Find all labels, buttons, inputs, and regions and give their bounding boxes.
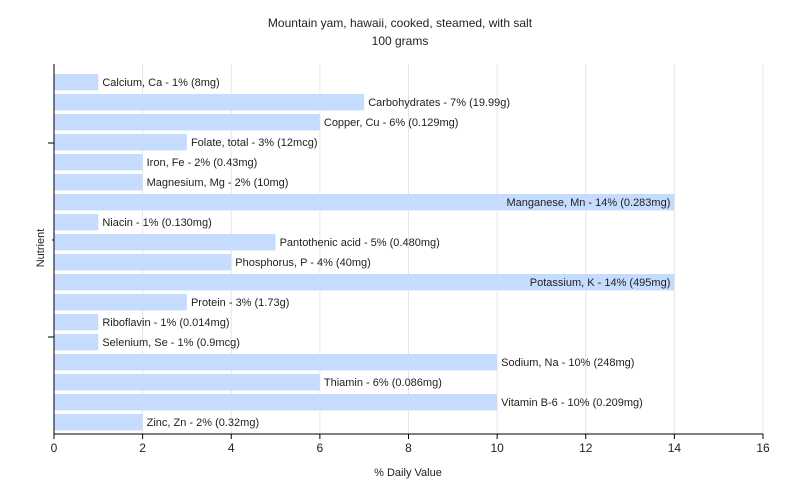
chart-title: Mountain yam, hawaii, cooked, steamed, w… <box>268 16 533 30</box>
bars: Calcium, Ca - 1% (8mg) Carbohydrates - 7%… <box>54 74 675 431</box>
x-tick-label: 12 <box>579 441 593 455</box>
bar-label: Vitamin B-6 - 10% (0.209mg) <box>501 397 643 409</box>
bar-label: Folate, total - 3% (12mcg) <box>191 137 318 149</box>
bar-label: Iron, Fe - 2% (0.43mg) <box>147 157 258 169</box>
bar-label: Sodium, Na - 10% (248mg) <box>501 357 634 369</box>
bar <box>54 374 320 391</box>
x-tick-label: 8 <box>405 441 412 455</box>
bar <box>54 274 675 291</box>
bar-label: Niacin - 1% (0.130mg) <box>102 217 211 229</box>
x-tick-label: 6 <box>317 441 324 455</box>
bar <box>54 414 143 431</box>
bar <box>54 294 187 311</box>
bar <box>54 394 498 411</box>
bar <box>54 254 232 271</box>
bar-label: Pantothenic acid - 5% (0.480mg) <box>280 237 440 249</box>
bar-label: Phosphorus, P - 4% (40mg) <box>235 257 371 269</box>
bar <box>54 334 99 351</box>
bar <box>54 74 99 91</box>
chart-subtitle: 100 grams <box>372 34 429 48</box>
bar <box>54 354 498 371</box>
bar-label: Selenium, Se - 1% (0.9mcg) <box>102 337 240 349</box>
bar <box>54 154 143 171</box>
y-axis-label: Nutrient <box>35 229 47 268</box>
x-tick-label: 10 <box>490 441 504 455</box>
x-tick-label: 14 <box>668 441 682 455</box>
bar <box>54 114 320 131</box>
bar-label: Riboflavin - 1% (0.014mg) <box>102 317 229 329</box>
axes: 0 2 4 6 8 10 12 14 16 <box>48 64 770 455</box>
x-tick-label: 4 <box>228 441 235 455</box>
bar-label: Zinc, Zn - 2% (0.32mg) <box>147 417 259 429</box>
bar-label: Calcium, Ca - 1% (8mg) <box>102 77 219 89</box>
bar <box>54 194 675 211</box>
bar-label: Magnesium, Mg - 2% (10mg) <box>147 177 289 189</box>
bar <box>54 214 99 231</box>
bar <box>54 134 187 151</box>
bar-label: Manganese, Mn - 14% (0.283mg) <box>507 197 671 209</box>
bar <box>54 174 143 191</box>
bar-label: Copper, Cu - 6% (0.129mg) <box>324 117 459 129</box>
bar-label: Carbohydrates - 7% (19.99g) <box>368 97 510 109</box>
bar-label: Protein - 3% (1.73g) <box>191 297 289 309</box>
bar <box>54 314 99 331</box>
x-tick-label: 0 <box>51 441 58 455</box>
x-tick-label: 2 <box>139 441 146 455</box>
bar <box>54 94 365 111</box>
bar-label: Thiamin - 6% (0.086mg) <box>324 377 442 389</box>
x-axis-label: % Daily Value <box>374 467 442 479</box>
x-tick-label: 16 <box>756 441 770 455</box>
bar <box>54 234 276 251</box>
bar-label: Potassium, K - 14% (495mg) <box>530 277 671 289</box>
